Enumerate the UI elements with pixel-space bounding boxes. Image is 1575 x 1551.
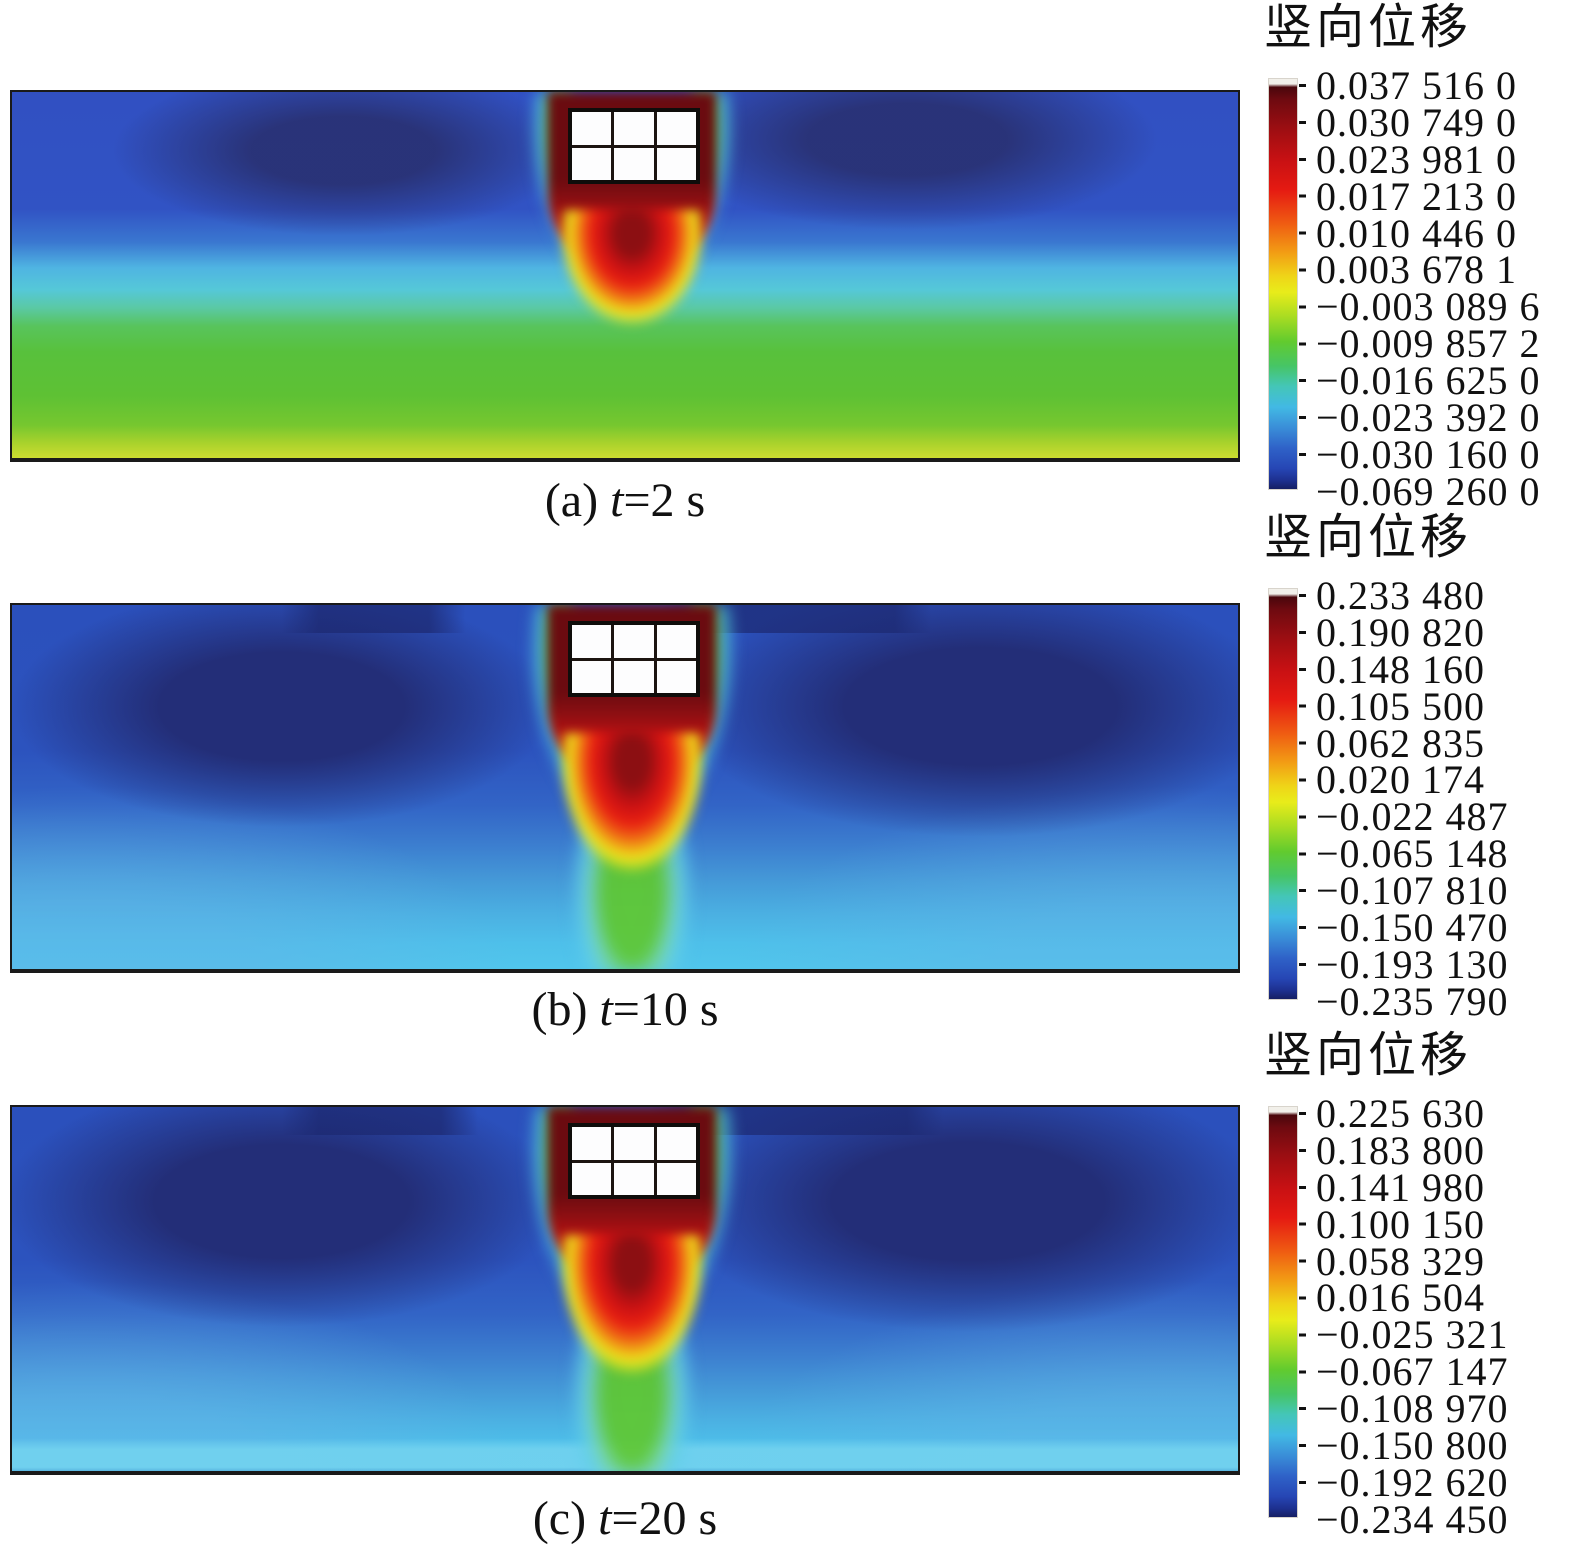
colorbar-label: −0.235 790 (1316, 979, 1509, 1024)
colorbar-label: 0.016 504 (1316, 1275, 1485, 1320)
contour-plot-t10s (10, 603, 1240, 973)
colorbar-label: 0.037 516 0 (1316, 63, 1517, 108)
caption-suffix: =2 s (623, 474, 706, 527)
building-cell (614, 112, 654, 145)
legend-group-a: 竖向位移 0.037 516 0 0.030 749 0 0.023 981 0… (1252, 0, 1575, 520)
building-block (568, 108, 700, 184)
colorbar (1268, 1106, 1298, 1518)
colorbar-label: 0.141 980 (1316, 1165, 1485, 1210)
panel-caption-b: (b) t=10 s (10, 983, 1240, 1037)
plume-red-core (548, 210, 716, 405)
building-cell (614, 625, 654, 658)
colorbar-label: −0.193 130 (1316, 942, 1509, 987)
colorbar-label: 0.030 749 0 (1316, 100, 1517, 145)
colorbar (1268, 78, 1298, 490)
plume-red-core (548, 733, 716, 968)
colorbar-ticks (1299, 1112, 1306, 1488)
colorbar-label: 0.148 160 (1316, 647, 1485, 692)
colorbar-label: −0.022 487 (1316, 794, 1509, 839)
colorbar-label: 0.003 678 1 (1316, 247, 1517, 292)
legend-title: 竖向位移 (1264, 511, 1473, 564)
colorbar-label: 0.058 329 (1316, 1239, 1485, 1284)
caption-variable: t (599, 983, 613, 1036)
building-block (568, 621, 700, 697)
colorbar-label: 0.010 446 0 (1316, 211, 1517, 256)
panel-caption-c: (c) t=20 s (10, 1492, 1240, 1546)
colorbar-label: −0.003 089 6 (1316, 284, 1541, 329)
contour-plot-t20s (10, 1105, 1240, 1475)
colorbar-label: −0.192 620 (1316, 1460, 1509, 1505)
colorbar-label: −0.069 260 0 (1316, 469, 1541, 514)
colorbar-label: −0.150 800 (1316, 1423, 1509, 1468)
building-cell (572, 147, 612, 180)
colorbar-label: −0.030 160 0 (1316, 432, 1541, 477)
colorbar-label: −0.023 392 0 (1316, 395, 1541, 440)
building-cell (572, 112, 612, 145)
contour-plot-t2s (10, 90, 1240, 462)
colorbar-label: −0.150 470 (1316, 905, 1509, 950)
colorbar (1268, 588, 1298, 1000)
building-cell (656, 112, 696, 145)
building-cell (614, 147, 654, 180)
caption-prefix: (a) (544, 474, 611, 527)
colorbar-label: −0.065 148 (1316, 831, 1509, 876)
colorbar-ticks (1299, 594, 1306, 970)
caption-prefix: (b) (531, 983, 600, 1036)
legend-title: 竖向位移 (1264, 1, 1473, 54)
caption-variable: t (598, 1492, 612, 1545)
colorbar-label: −0.009 857 2 (1316, 321, 1541, 366)
caption-suffix: =10 s (612, 983, 719, 1036)
colorbar-label: −0.108 970 (1316, 1386, 1509, 1431)
building-cell (656, 147, 696, 180)
building-cell (656, 625, 696, 658)
building-block (568, 1123, 700, 1199)
building-cell (614, 1162, 654, 1195)
colorbar-label: 0.183 800 (1316, 1128, 1485, 1173)
colorbar-label: −0.067 147 (1316, 1349, 1509, 1394)
legend-group-c: 竖向位移 0.225 630 0.183 800 0.141 980 0.100… (1252, 1028, 1575, 1548)
caption-prefix: (c) (532, 1492, 599, 1545)
caption-suffix: =20 s (611, 1492, 718, 1545)
colorbar-label: −0.016 625 0 (1316, 358, 1541, 403)
colorbar-ticks (1299, 84, 1306, 460)
colorbar-label: 0.190 820 (1316, 610, 1485, 655)
colorbar-label: 0.233 480 (1316, 573, 1485, 618)
colorbar-label: 0.062 835 (1316, 721, 1485, 766)
building-cell (614, 1127, 654, 1160)
building-cell (572, 625, 612, 658)
caption-variable: t (610, 474, 624, 527)
legend-group-b: 竖向位移 0.233 480 0.190 820 0.148 160 0.105… (1252, 510, 1575, 1030)
colorbar-label: −0.107 810 (1316, 868, 1509, 913)
building-cell (572, 1127, 612, 1160)
building-cell (572, 660, 612, 693)
plume-red-core (548, 1235, 716, 1470)
panel-caption-a: (a) t=2 s (10, 474, 1240, 528)
colorbar-label: −0.025 321 (1316, 1312, 1509, 1357)
building-cell (614, 660, 654, 693)
colorbar-label: 0.020 174 (1316, 757, 1485, 802)
legend-title: 竖向位移 (1264, 1029, 1473, 1082)
colorbar-label: 0.017 213 0 (1316, 174, 1517, 219)
building-cell (572, 1162, 612, 1195)
colorbar-label: 0.105 500 (1316, 684, 1485, 729)
building-cell (656, 1162, 696, 1195)
colorbar-label: 0.225 630 (1316, 1091, 1485, 1136)
colorbar-label: 0.100 150 (1316, 1202, 1485, 1247)
building-cell (656, 1127, 696, 1160)
colorbar-label: 0.023 981 0 (1316, 137, 1517, 182)
building-cell (656, 660, 696, 693)
colorbar-label: −0.234 450 (1316, 1497, 1509, 1542)
